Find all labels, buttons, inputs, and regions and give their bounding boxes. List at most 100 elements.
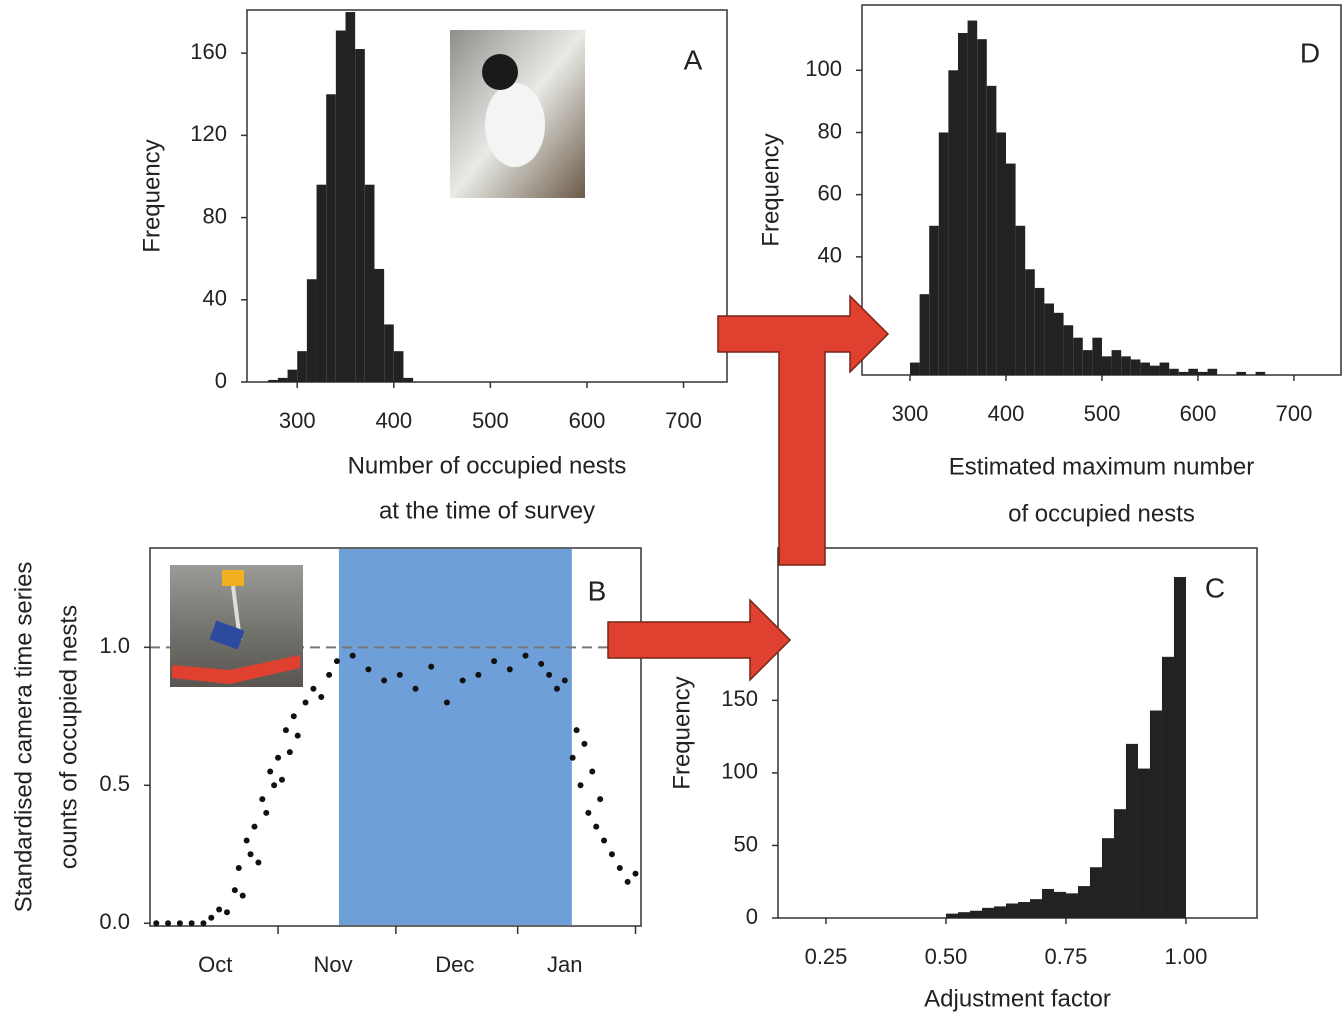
x-axis-label: Adjustment factor — [924, 985, 1111, 1012]
scatter-point — [538, 660, 545, 667]
scatter-point — [239, 892, 246, 899]
scatter-point — [597, 796, 604, 803]
y-tick-label: 60 — [818, 180, 842, 205]
scatter-point — [553, 685, 560, 692]
scatter-point — [208, 914, 215, 921]
x-tick-label: Oct — [198, 952, 232, 977]
histogram-bar — [1063, 325, 1074, 375]
scatter-point — [153, 920, 160, 927]
histogram-bar — [1113, 809, 1126, 918]
histogram-bar — [969, 910, 982, 918]
scatter-point — [412, 685, 419, 692]
histogram-bar — [364, 184, 375, 382]
scatter-point — [365, 666, 372, 673]
scatter-point — [491, 658, 498, 665]
scatter-point — [581, 740, 588, 747]
scatter-point — [247, 851, 254, 858]
histogram-bar — [1137, 768, 1150, 918]
histogram-bar — [345, 12, 356, 383]
histogram-bar — [1034, 287, 1045, 375]
y-tick-label: 0.0 — [99, 909, 130, 934]
scatter-point — [506, 666, 513, 673]
scatter-point — [251, 823, 258, 830]
histogram-bar — [1149, 365, 1160, 375]
histogram-bar — [1173, 577, 1186, 918]
scatter-point — [593, 823, 600, 830]
histogram-bar — [1255, 371, 1266, 375]
panel: 0 50 100 150 0.25 0.50 0.75 1.00 Adjustment fact… — [668, 547, 1258, 1012]
histogram-bar — [335, 30, 346, 382]
histogram-bar — [981, 907, 994, 918]
histogram-bar — [967, 20, 978, 376]
histogram-bar — [1207, 368, 1218, 375]
histogram-bar — [1092, 337, 1102, 375]
histogram-bar — [316, 184, 327, 382]
histogram-bar — [1149, 710, 1162, 918]
scatter-point — [165, 920, 172, 927]
x-tick-label: 500 — [472, 408, 509, 433]
histogram-bar — [326, 94, 336, 382]
scatter-point — [290, 713, 297, 720]
x-axis-label: Number of occupied nests — [348, 452, 627, 479]
histogram-bar — [297, 351, 307, 382]
histogram-bar — [993, 906, 1006, 918]
x-axis-label: of occupied nests — [1008, 500, 1195, 527]
x-tick-label: 400 — [988, 401, 1025, 426]
x-tick-label: Nov — [313, 952, 352, 977]
plot-frame — [246, 9, 728, 383]
scatter-point — [475, 671, 482, 678]
scatter-point — [302, 699, 309, 706]
histogram-bar — [1073, 337, 1083, 375]
scatter-point — [310, 685, 317, 692]
y-tick-label: 160 — [190, 39, 227, 64]
y-tick-label: 40 — [203, 286, 227, 311]
scatter-point — [569, 754, 576, 761]
scatter-point — [282, 727, 289, 734]
histogram-bar — [909, 362, 920, 375]
scatter-point — [577, 782, 584, 789]
scatter-point — [294, 732, 301, 739]
histogram-bar — [1053, 312, 1064, 375]
x-axis-label: at the time of survey — [379, 497, 595, 524]
histogram-bar — [1236, 371, 1246, 375]
histogram-bar — [1089, 867, 1102, 918]
histogram-bar — [945, 913, 958, 918]
histogram-bar — [1121, 356, 1131, 375]
scatter-point — [267, 768, 274, 775]
histogram-bar — [384, 324, 394, 382]
y-tick-label: 40 — [818, 243, 842, 268]
histogram-bar — [1005, 163, 1016, 375]
x-tick-label: 700 — [665, 408, 702, 433]
scatter-point — [275, 754, 282, 761]
panel: 0.0 0.5 1.0 Oct Nov Dec Jan Standardised camera… — [10, 547, 642, 977]
histogram-bar — [1041, 888, 1054, 918]
y-tick-label: 100 — [721, 759, 758, 784]
histogram-bar — [374, 268, 385, 382]
histogram-bar — [1159, 362, 1170, 375]
histogram-bar — [403, 377, 414, 382]
histogram-bar — [1140, 362, 1150, 375]
scatter-point — [561, 677, 568, 684]
scatter-point — [443, 699, 450, 706]
x-tick-label: 500 — [1084, 401, 1121, 426]
scatter-point — [263, 809, 270, 816]
y-axis-label: Standardised camera time series — [10, 562, 37, 913]
x-tick-label: 0.25 — [805, 944, 848, 969]
scatter-point — [585, 809, 592, 816]
scatter-point — [573, 727, 580, 734]
scatter-point — [333, 658, 340, 665]
panel: 0 40 80 120 160 300 400 500 600 700 Number of occu… — [138, 9, 728, 524]
x-tick-label: 300 — [892, 401, 929, 426]
y-tick-label: 50 — [734, 831, 758, 856]
histogram-bar — [977, 39, 987, 375]
histogram-bar — [268, 379, 278, 382]
histogram-bar — [1015, 225, 1026, 375]
histogram-bar — [1125, 743, 1138, 918]
histogram-bar — [355, 49, 365, 383]
shaded-span — [338, 549, 572, 925]
scatter-point — [255, 859, 262, 866]
x-tick-label: 600 — [569, 408, 606, 433]
histogram-bar — [948, 70, 958, 375]
histogram-bar — [306, 279, 317, 382]
histogram-bar — [1065, 893, 1078, 918]
